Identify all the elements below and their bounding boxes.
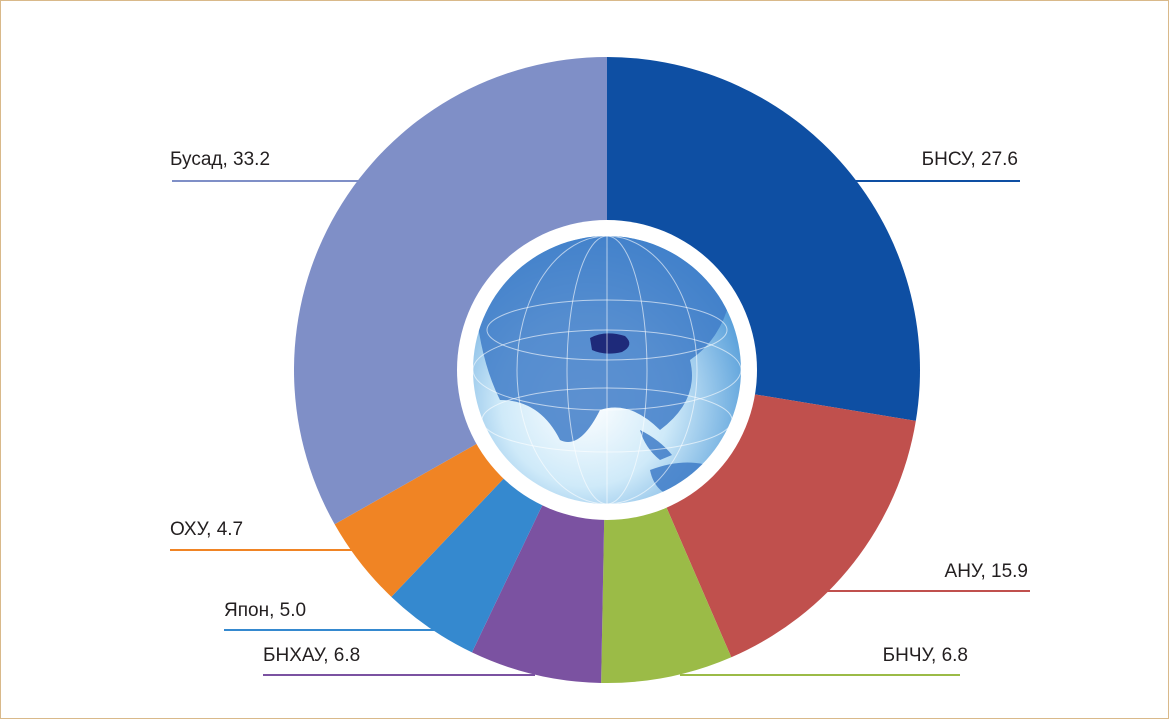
slice-label: Япон, 5.0 (224, 600, 306, 621)
slice-label: Бусад, 33.2 (170, 149, 270, 170)
slice-label: БНСУ, 27.6 (922, 149, 1018, 170)
slice-label: АНУ, 15.9 (945, 561, 1028, 582)
globe (473, 236, 741, 504)
slice-label: БНХАУ, 6.8 (263, 645, 360, 666)
slice-label: БНЧУ, 6.8 (883, 645, 968, 666)
slice-label: ОХУ, 4.7 (170, 519, 243, 540)
